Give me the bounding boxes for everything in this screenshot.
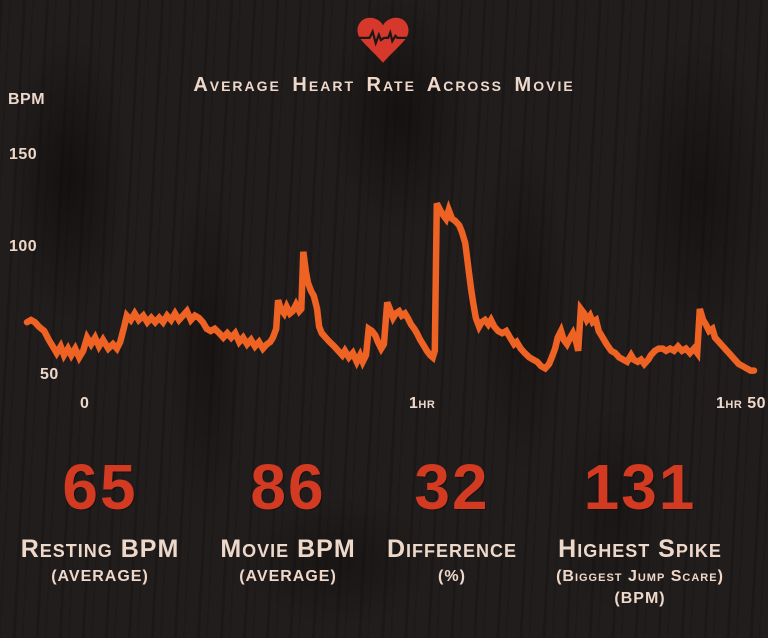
stat-label: Difference [386, 535, 518, 563]
stat-resting-bpm: 65 Resting BPM (AVERAGE) [8, 455, 192, 586]
stat-sublabel: (BPM) [614, 589, 666, 607]
stat-value: 131 [583, 451, 697, 523]
stat-sublabel: (%) [438, 567, 466, 585]
y-tick-100: 100 [9, 238, 38, 255]
stat-highest-spike: 131 Highest Spike (Biggest Jump Scare) (… [534, 455, 746, 608]
y-tick-150: 150 [9, 146, 38, 163]
y-tick-50: 50 [40, 366, 59, 383]
stat-difference: 32 Difference (%) [368, 455, 536, 586]
stat-value: 86 [250, 451, 326, 523]
y-axis-unit-label: BPM [8, 91, 46, 108]
stat-sublabel: (Biggest Jump Scare) [556, 567, 724, 585]
stat-sublabel: (AVERAGE) [239, 567, 337, 585]
stat-sublabel: (AVERAGE) [51, 567, 149, 585]
x-tick-0: 0 [80, 395, 90, 412]
x-tick-1hr50: 1hr 50 [716, 395, 767, 412]
heart-ecg-icon [354, 16, 412, 66]
stat-value: 65 [62, 451, 138, 523]
stat-label: Resting BPM [20, 535, 180, 563]
page-title: Average Heart Rate Across Movie [193, 74, 575, 96]
heart-icon-svg [355, 17, 411, 63]
x-tick-1hr: 1hr [409, 395, 436, 412]
heart-rate-line [23, 199, 758, 374]
stat-value: 32 [414, 451, 490, 523]
stat-label: Highest Spike [558, 535, 722, 563]
stat-movie-bpm: 86 Movie BPM (AVERAGE) [196, 455, 380, 586]
stat-label: Movie BPM [220, 535, 356, 563]
